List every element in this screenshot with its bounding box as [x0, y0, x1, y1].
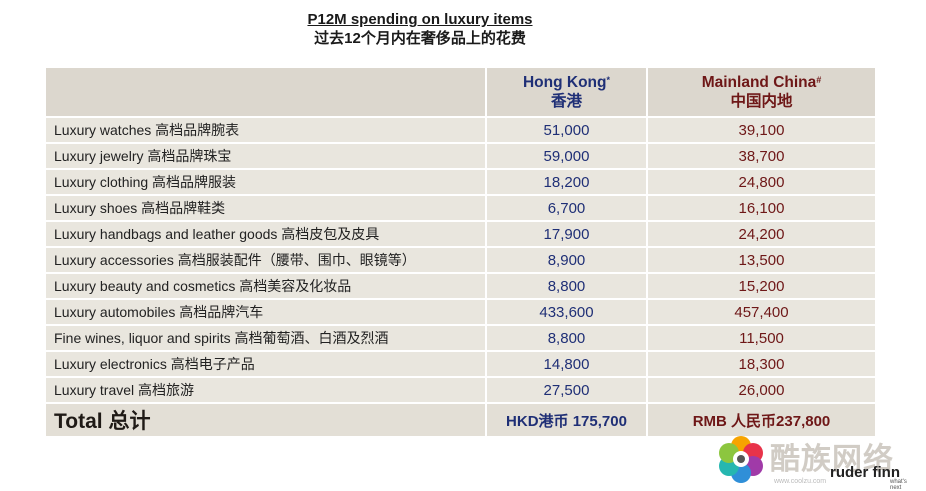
table-row: Luxury travel 高档旅游 27,500 26,000: [46, 377, 875, 404]
mainland-china-value: 24,200: [646, 221, 875, 248]
table-row: Luxury jewelry 高档品牌珠宝 59,000 38,700: [46, 143, 875, 170]
header-cn-en: Mainland China: [701, 74, 817, 91]
mainland-china-value: 13,500: [646, 247, 875, 274]
mainland-china-value: 39,100: [646, 117, 875, 144]
hong-kong-value: 433,600: [485, 299, 647, 326]
table-row: Luxury clothing 高档品牌服装 18,200 24,800: [46, 169, 875, 196]
mainland-china-value: 24,800: [646, 169, 875, 196]
table-row: Luxury watches 高档品牌腕表 51,000 39,100: [46, 117, 875, 144]
title-chinese: 过去12个月内在奢侈品上的花费: [314, 30, 526, 47]
header-hk-zh: 香港: [550, 93, 582, 110]
watermark: 酷族网络 www.coolzu.com ruder finn what's ne…: [714, 432, 919, 491]
category-label: Luxury handbags and leather goods 高档皮包及皮…: [46, 221, 486, 248]
category-label: Luxury shoes 高档品牌鞋类: [46, 195, 486, 222]
table-row: Luxury electronics 高档电子产品 14,800 18,300: [46, 351, 875, 378]
table-row: Luxury beauty and cosmetics 高档美容及化妆品 8,80…: [46, 273, 875, 300]
hong-kong-value: 14,800: [485, 351, 647, 378]
table-row: Luxury accessories 高档服装配件（腰带、围巾、眼镜等） 8,90…: [46, 247, 875, 274]
table-row: Fine wines, liquor and spirits 高档葡萄酒、白酒及…: [46, 325, 875, 352]
hong-kong-value: 8,900: [485, 247, 647, 274]
table-row: Luxury handbags and leather goods 高档皮包及皮…: [46, 221, 875, 248]
header-hk-footnote-mark: *: [606, 75, 611, 85]
total-hong-kong: HKD港币 175,700: [485, 403, 647, 438]
watermark-chinese-text: 酷族网络: [770, 443, 894, 476]
header-mainland-china: Mainland China# 中国内地: [646, 68, 875, 118]
header-hk-en: Hong Kong: [522, 74, 607, 91]
flower-logo-icon: [719, 436, 763, 483]
mainland-china-value: 38,700: [646, 143, 875, 170]
category-label: Luxury accessories 高档服装配件（腰带、围巾、眼镜等）: [46, 247, 486, 274]
category-label: Luxury jewelry 高档品牌珠宝: [46, 143, 486, 170]
category-label: Luxury watches 高档品牌腕表: [46, 117, 486, 144]
category-label: Luxury electronics 高档电子产品: [46, 351, 486, 378]
category-label: Luxury beauty and cosmetics 高档美容及化妆品: [46, 273, 486, 300]
hong-kong-value: 8,800: [485, 273, 647, 300]
hong-kong-value: 6,700: [485, 195, 647, 222]
mainland-china-value: 457,400: [646, 299, 875, 326]
spending-table: Hong Kong* 香港 Mainland China# 中国内地 Luxur…: [46, 68, 875, 438]
hong-kong-value: 51,000: [485, 117, 647, 144]
mainland-china-value: 11,500: [646, 325, 875, 352]
mainland-china-value: 15,200: [646, 273, 875, 300]
category-label: Luxury clothing 高档品牌服装: [46, 169, 486, 196]
header-hong-kong: Hong Kong* 香港: [485, 68, 647, 118]
total-label: Total 总计: [46, 403, 486, 438]
page-title: P12M spending on luxury items 过去12个月内在奢侈…: [270, 10, 570, 48]
header-cn-footnote-mark: #: [816, 75, 822, 85]
total-mainland-china: RMB 人民币237,800: [646, 403, 875, 438]
table-header-row: Hong Kong* 香港 Mainland China# 中国内地: [46, 68, 875, 118]
header-category-cell: [46, 68, 486, 118]
hong-kong-value: 18,200: [485, 169, 647, 196]
title-english: P12M spending on luxury items: [307, 11, 533, 28]
mainland-china-value: 16,100: [646, 195, 875, 222]
watermark-url: www.coolzu.com: [774, 478, 827, 485]
header-cn-zh: 中国内地: [730, 93, 793, 110]
brand-tagline: what's next: [890, 479, 907, 491]
hong-kong-value: 8,800: [485, 325, 647, 352]
hong-kong-value: 59,000: [485, 143, 647, 170]
hong-kong-value: 17,900: [485, 221, 647, 248]
table-row: Luxury automobiles 高档品牌汽车 433,600 457,400: [46, 299, 875, 326]
mainland-china-value: 18,300: [646, 351, 875, 378]
category-label: Luxury travel 高档旅游: [46, 377, 486, 404]
category-label: Luxury automobiles 高档品牌汽车: [46, 299, 486, 326]
brand-logo: ruder finn: [830, 464, 900, 481]
category-label: Fine wines, liquor and spirits 高档葡萄酒、白酒及…: [46, 325, 486, 352]
total-row: Total 总计 HKD港币 175,700 RMB 人民币237,800: [46, 403, 875, 438]
mainland-china-value: 26,000: [646, 377, 875, 404]
hong-kong-value: 27,500: [485, 377, 647, 404]
table-row: Luxury shoes 高档品牌鞋类 6,700 16,100: [46, 195, 875, 222]
